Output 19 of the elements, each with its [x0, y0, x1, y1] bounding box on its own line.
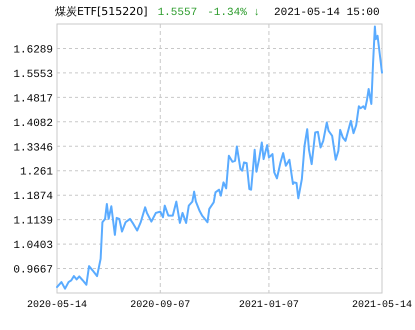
text: -1.34% ↓	[207, 7, 260, 19]
y-tick-label: 1.3346	[13, 142, 53, 154]
y-tick-label: 1.4082	[13, 118, 53, 130]
y-tick-label: 1.1874	[13, 191, 54, 204]
y-tick-label: 0.9667	[13, 264, 53, 277]
text: 2021-05-14 15:00	[274, 7, 380, 19]
y-tick-label: 1.4817	[13, 93, 53, 106]
y-tick-label: 1.5553	[13, 68, 53, 81]
x-tick-label: 2020-05-14	[26, 300, 88, 311]
x-tick-label: 2021-01-07	[238, 300, 299, 311]
y-tick-label: 1.0403	[13, 240, 53, 252]
y-tick-label: 1.261	[20, 166, 54, 179]
y-tick-label: 1.1139	[13, 216, 53, 228]
line-series	[56, 25, 383, 290]
x-tick-label: 2021-05-14	[352, 300, 412, 311]
y-tick-label: 1.6289	[13, 44, 53, 56]
x-tick-label: 2020-09-07	[130, 300, 190, 311]
text: 1.5557	[158, 7, 198, 19]
chart-title: 煤炭ETF[515220]	[55, 5, 148, 18]
